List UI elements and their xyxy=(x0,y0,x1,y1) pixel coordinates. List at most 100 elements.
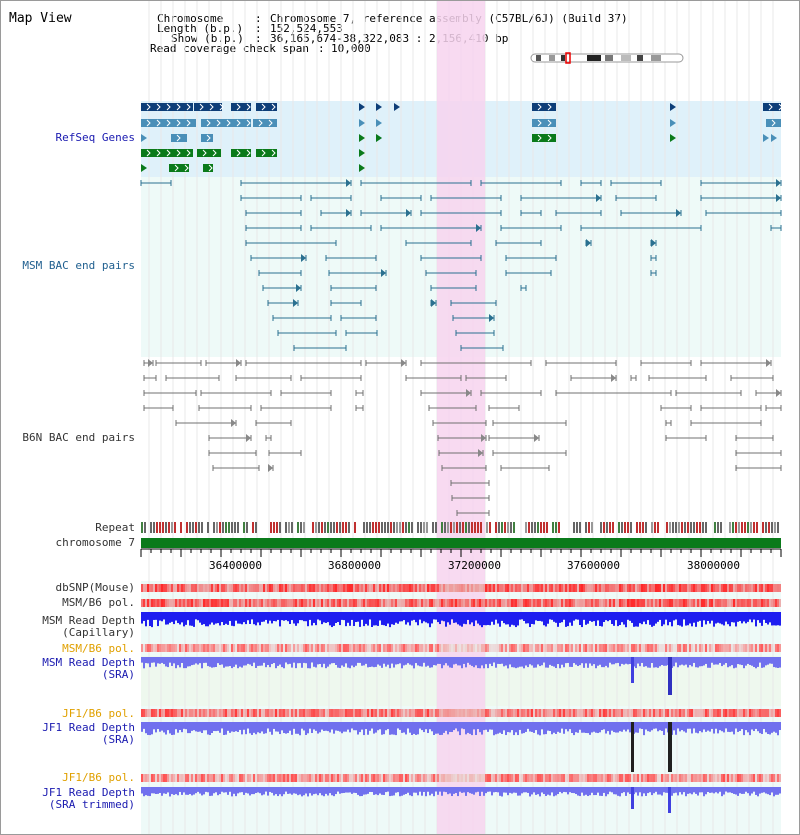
read-depth-bar xyxy=(277,722,279,732)
read-depth-bar xyxy=(455,722,457,729)
read-depth-bar xyxy=(357,787,359,795)
snp-density-mark xyxy=(579,644,581,652)
read-depth-bar xyxy=(215,722,217,732)
snp-density-mark xyxy=(651,584,653,592)
read-depth-bar xyxy=(641,722,643,729)
read-depth-bar xyxy=(457,787,459,797)
repeat-mark xyxy=(513,522,515,533)
read-depth-bar xyxy=(521,722,523,734)
read-depth-bar xyxy=(255,787,257,794)
snp-density-mark xyxy=(395,709,397,717)
snp-density-mark xyxy=(273,774,275,782)
read-depth-bar xyxy=(755,657,757,669)
gene-strand-arrow xyxy=(236,149,241,157)
snp-density-mark xyxy=(169,584,171,592)
snp-density-mark xyxy=(669,599,671,607)
snp-density-mark xyxy=(153,709,155,717)
read-depth-bar xyxy=(483,787,485,796)
snp-density-mark xyxy=(633,599,635,607)
snp-density-mark xyxy=(153,644,155,652)
read-depth-bar xyxy=(665,612,667,620)
read-depth-bar xyxy=(575,612,577,620)
repeat-mark xyxy=(657,522,659,533)
snp-density-mark xyxy=(469,774,471,782)
read-depth-bar xyxy=(179,722,181,730)
snp-density-mark xyxy=(489,599,491,607)
read-depth-bar xyxy=(481,787,483,792)
read-depth-bar xyxy=(431,722,433,732)
read-depth-bar xyxy=(187,787,189,795)
snp-density-mark xyxy=(665,584,667,592)
snp-density-mark xyxy=(729,774,731,782)
read-depth-bar xyxy=(237,787,239,794)
snp-density-mark xyxy=(173,644,175,652)
gene-block xyxy=(766,119,781,127)
snp-density-mark xyxy=(381,709,383,717)
read-depth-bar xyxy=(655,612,657,624)
gene-strand-arrow xyxy=(537,134,542,142)
snp-density-mark xyxy=(537,644,539,652)
read-depth-bar xyxy=(337,722,339,731)
snp-density-mark xyxy=(665,599,667,607)
read-depth-bar xyxy=(459,787,461,792)
track-label-b6n-bac[interactable]: B6N BAC end pairs xyxy=(22,431,135,444)
snp-density-mark xyxy=(373,584,375,592)
snp-density-mark xyxy=(773,644,775,652)
snp-density-mark xyxy=(499,584,501,592)
read-depth-bar xyxy=(159,722,161,732)
snp-density-mark xyxy=(143,584,145,592)
snp-density-mark xyxy=(199,644,201,652)
snp-density-mark xyxy=(731,709,733,717)
snp-density-mark xyxy=(513,644,515,652)
read-depth-bar xyxy=(211,722,213,733)
snp-density-mark xyxy=(723,774,725,782)
snp-density-mark xyxy=(495,709,497,717)
snp-density-mark xyxy=(623,584,625,592)
snp-density-mark xyxy=(471,584,473,592)
read-depth-bar xyxy=(553,787,555,797)
read-depth-bar xyxy=(245,722,247,735)
snp-density-mark xyxy=(445,644,447,652)
read-depth-bar xyxy=(259,787,261,794)
snp-density-mark xyxy=(399,644,401,652)
snp-density-mark xyxy=(345,599,347,607)
read-depth-bar xyxy=(665,722,667,729)
read-depth-bar xyxy=(329,612,331,626)
read-depth-bar xyxy=(315,787,317,794)
snp-density-mark xyxy=(589,709,591,717)
snp-density-mark xyxy=(481,644,483,652)
read-depth-bar xyxy=(639,612,641,624)
read-depth-bar xyxy=(171,657,173,666)
read-depth-bar xyxy=(437,612,439,623)
snp-density-mark xyxy=(599,584,601,592)
gene-arrow xyxy=(359,164,365,172)
snp-density-mark xyxy=(497,709,499,717)
read-depth-bar xyxy=(349,612,351,626)
repeat-mark xyxy=(762,522,764,533)
snp-density-mark xyxy=(323,709,325,717)
read-depth-bar xyxy=(707,612,709,621)
snp-density-mark xyxy=(207,774,209,782)
snp-density-mark xyxy=(687,644,689,652)
read-depth-bar xyxy=(499,612,501,627)
repeat-mark xyxy=(624,522,626,533)
read-depth-bar xyxy=(577,722,579,733)
snp-density-mark xyxy=(335,644,337,652)
snp-density-mark xyxy=(443,709,445,717)
snp-density-mark xyxy=(395,584,397,592)
snp-density-mark xyxy=(693,709,695,717)
snp-density-mark xyxy=(771,709,773,717)
snp-density-mark xyxy=(331,644,333,652)
snp-density-mark xyxy=(543,584,545,592)
snp-density-mark xyxy=(601,599,603,607)
read-depth-bar xyxy=(433,612,435,620)
snp-density-mark xyxy=(677,644,679,652)
snp-density-mark xyxy=(649,599,651,607)
read-depth-bar xyxy=(349,657,351,669)
read-depth-bar xyxy=(761,787,763,793)
snp-density-mark xyxy=(389,709,391,717)
read-depth-bar xyxy=(625,612,627,628)
track-label-msm-bac[interactable]: MSM BAC end pairs xyxy=(22,259,135,272)
track-label-refseq[interactable]: RefSeq Genes xyxy=(55,131,135,144)
